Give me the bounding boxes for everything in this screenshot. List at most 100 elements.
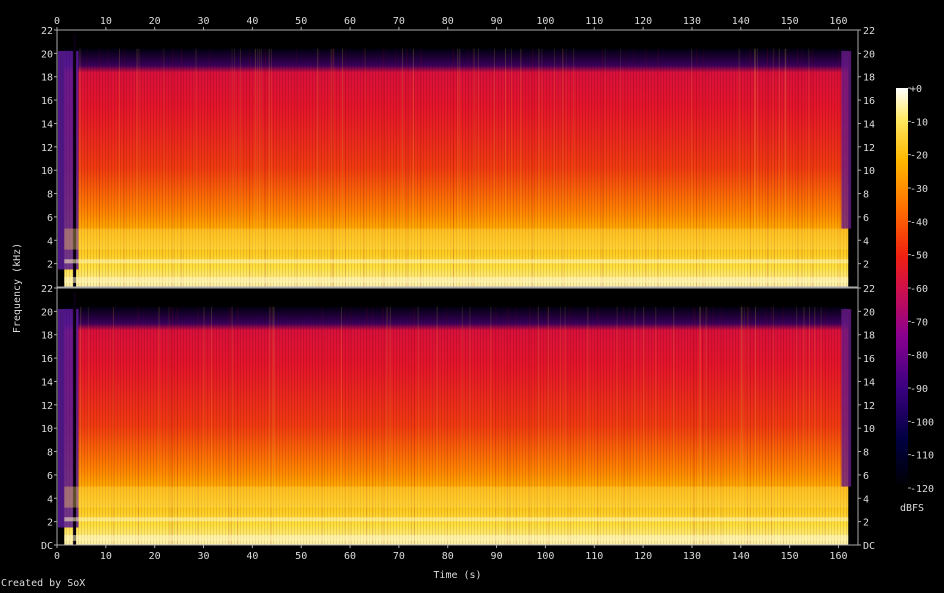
texture-streak bbox=[749, 306, 751, 545]
texture-streak bbox=[231, 48, 233, 287]
y-tick-label-left: 12 bbox=[41, 401, 53, 412]
texture-streak bbox=[112, 306, 114, 545]
y-tick-label-left: 2 bbox=[47, 518, 53, 529]
texture-streak bbox=[457, 48, 459, 287]
y-tick-label-left: 18 bbox=[41, 331, 53, 342]
texture-streak bbox=[472, 48, 474, 287]
texture-streak bbox=[814, 306, 816, 545]
mid-band bbox=[64, 228, 849, 250]
texture-streak bbox=[321, 306, 323, 545]
texture-streak bbox=[254, 48, 256, 287]
texture-streak bbox=[459, 48, 461, 287]
texture-streak bbox=[87, 306, 89, 545]
texture-streak bbox=[808, 306, 810, 545]
texture-streak bbox=[785, 48, 787, 287]
texture-streak bbox=[694, 306, 696, 545]
texture-streak bbox=[264, 48, 266, 287]
spectrogram-panel-1 bbox=[56, 29, 859, 288]
y-tick-label-right: 12 bbox=[863, 143, 875, 154]
texture-streak bbox=[228, 306, 230, 545]
y-tick-label-right: 10 bbox=[863, 424, 875, 435]
x-tick-label-bottom: 40 bbox=[246, 551, 258, 562]
y-tick-label-right: 16 bbox=[863, 354, 875, 365]
texture-streak bbox=[172, 48, 174, 287]
x-tick-label-bottom: 160 bbox=[829, 551, 847, 562]
texture-streak bbox=[176, 306, 178, 545]
tonal-band bbox=[64, 535, 849, 541]
texture-streak bbox=[389, 306, 391, 545]
texture-streak bbox=[406, 48, 408, 287]
texture-overlay bbox=[64, 306, 849, 545]
colorbar-tick-label: -60 bbox=[910, 284, 928, 295]
texture-streak bbox=[692, 306, 694, 545]
y-tick-label-left: 22 bbox=[41, 284, 53, 295]
texture-streak bbox=[249, 48, 251, 287]
x-tick-label-top: 110 bbox=[585, 16, 603, 27]
x-axis-title: Time (s) bbox=[433, 570, 481, 581]
texture-streak bbox=[382, 306, 384, 545]
texture-streak bbox=[796, 306, 798, 545]
spectrogram-panel-2 bbox=[56, 287, 859, 546]
texture-streak bbox=[515, 306, 517, 545]
texture-streak bbox=[597, 306, 599, 545]
texture-streak bbox=[803, 306, 805, 545]
y-tick-label-left: 20 bbox=[41, 307, 53, 318]
x-tick-label-bottom: 80 bbox=[442, 551, 454, 562]
texture-streak bbox=[749, 48, 751, 287]
texture-streak bbox=[239, 48, 241, 287]
y-tick-label-right: 18 bbox=[863, 73, 875, 84]
texture-streak bbox=[756, 48, 758, 287]
texture-streak bbox=[772, 48, 774, 287]
texture-streak bbox=[383, 48, 385, 287]
texture-streak bbox=[541, 48, 543, 287]
texture-streak bbox=[171, 306, 173, 545]
y-tick-label-right: 22 bbox=[863, 26, 875, 37]
texture-streak bbox=[547, 306, 549, 545]
texture-streak bbox=[601, 48, 603, 287]
texture-streak bbox=[269, 306, 271, 545]
texture-streak bbox=[820, 306, 822, 545]
x-tick-label-top: 160 bbox=[829, 16, 847, 27]
texture-streak bbox=[746, 306, 748, 545]
y-tick-label-right: 20 bbox=[863, 49, 875, 60]
texture-streak bbox=[538, 48, 540, 287]
texture-streak bbox=[741, 306, 743, 545]
y-tick-label-left: 20 bbox=[41, 49, 53, 60]
y-tick-label-left: 4 bbox=[47, 494, 53, 505]
texture-streak bbox=[493, 48, 495, 287]
texture-streak bbox=[366, 306, 368, 545]
y-tick-label-left: 8 bbox=[47, 190, 53, 201]
texture-streak bbox=[342, 48, 344, 287]
texture-streak bbox=[136, 48, 138, 287]
panel-frame bbox=[56, 29, 859, 288]
texture-streak bbox=[372, 306, 374, 545]
x-tick-label-top: 90 bbox=[491, 16, 503, 27]
texture-streak bbox=[382, 48, 384, 287]
texture-streak bbox=[340, 306, 342, 545]
texture-streak bbox=[209, 48, 211, 287]
texture-streak bbox=[387, 306, 389, 545]
texture-streak bbox=[123, 48, 125, 287]
colorbar-tick-label: -20 bbox=[910, 151, 928, 162]
texture-streak bbox=[137, 306, 139, 545]
texture-streak bbox=[138, 48, 140, 287]
texture-streak bbox=[604, 48, 606, 287]
x-tick-label-bottom: 70 bbox=[393, 551, 405, 562]
texture-streak bbox=[772, 306, 774, 545]
colorbar-tick-label: -30 bbox=[910, 184, 928, 195]
x-tick-label-top: 80 bbox=[442, 16, 454, 27]
texture-streak bbox=[319, 48, 321, 287]
y-tick-label-right: 12 bbox=[863, 401, 875, 412]
texture-streak bbox=[741, 306, 743, 545]
x-tick-label-bottom: 90 bbox=[491, 551, 503, 562]
texture-streak bbox=[560, 306, 562, 545]
y-tick-label-left: 16 bbox=[41, 96, 53, 107]
texture-streak bbox=[163, 48, 165, 287]
y-tick-label-left: 6 bbox=[47, 471, 53, 482]
texture-streak bbox=[765, 306, 767, 545]
texture-streak bbox=[344, 306, 346, 545]
texture-streak bbox=[699, 306, 701, 545]
texture-streak bbox=[505, 48, 507, 287]
texture-streak bbox=[797, 48, 799, 287]
y-tick-label-left: 10 bbox=[41, 166, 53, 177]
